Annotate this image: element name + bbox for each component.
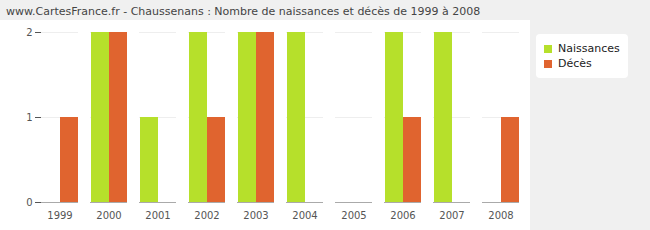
html-text:Naissances: Naissances xyxy=(558,42,620,55)
svg-text:0: 0 xyxy=(26,197,32,208)
html-text:Décès: Décès xyxy=(558,57,592,70)
svg-text:2003: 2003 xyxy=(243,210,268,221)
svg-text:2: 2 xyxy=(26,27,32,38)
html-text:www.CartesFrance.fr - Chaussen: www.CartesFrance.fr - Chaussenans : Nomb… xyxy=(6,5,481,18)
svg-text:1999: 1999 xyxy=(47,210,72,221)
svg-text:2006: 2006 xyxy=(390,210,415,221)
svg-text:2008: 2008 xyxy=(488,210,513,221)
svg-text:2001: 2001 xyxy=(145,210,170,221)
svg-text:2005: 2005 xyxy=(341,210,366,221)
svg-text:2007: 2007 xyxy=(439,210,464,221)
svg-text:2000: 2000 xyxy=(96,210,121,221)
svg-text:2002: 2002 xyxy=(194,210,219,221)
svg-text:1: 1 xyxy=(26,112,32,123)
svg-text:2004: 2004 xyxy=(292,210,317,221)
